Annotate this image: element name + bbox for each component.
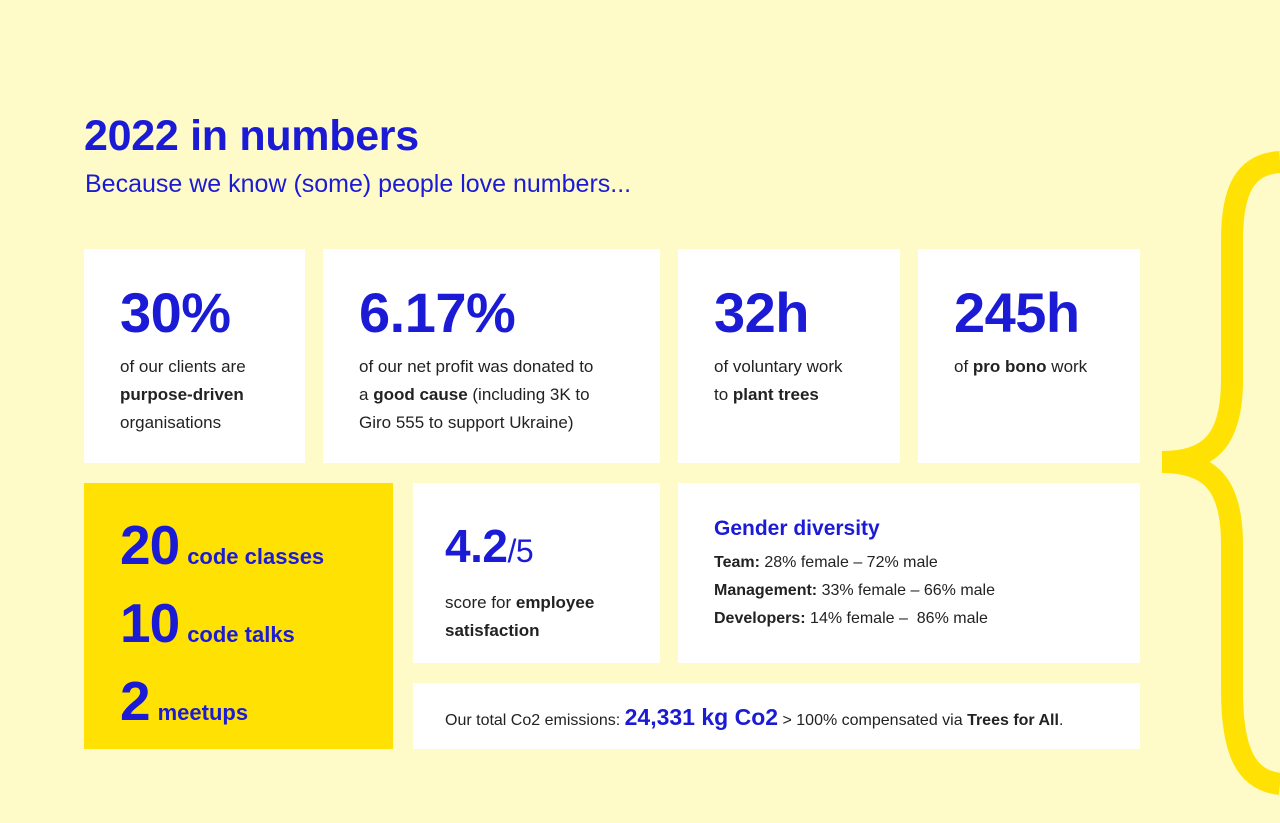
- text-line: satisfaction: [445, 617, 630, 645]
- gender-group: Management:: [714, 582, 818, 599]
- text-line: a good cause (including 3K to: [359, 381, 630, 409]
- co2-card: Our total Co2 emissions: 24,331 kg Co2 >…: [413, 683, 1140, 749]
- text-segment: .: [1058, 712, 1064, 729]
- score: 4.2: [445, 520, 508, 572]
- gender-split: 14% female – 86% male: [805, 610, 988, 627]
- text-segment: of voluntary work: [714, 357, 843, 376]
- emphasis-text: Trees for All: [967, 712, 1059, 729]
- text-segment: to: [714, 385, 733, 404]
- gender-row: Developers: 14% female – 86% male: [714, 605, 1110, 633]
- stat-figure: 4.2/5: [445, 523, 630, 569]
- text-line: purpose-driven: [120, 381, 275, 409]
- satisfaction-card: 4.2/5 score for employee satisfaction: [413, 483, 660, 663]
- stat-text: of pro bono work: [954, 353, 1110, 381]
- text-segment: a: [359, 385, 374, 404]
- text-line: Our total Co2 emissions: 24,331 kg Co2 >…: [445, 703, 1140, 735]
- co2-text: Our total Co2 emissions: 24,331 kg Co2 >…: [445, 703, 1140, 735]
- stat-figure: 6.17%: [359, 281, 516, 344]
- gender-split: 28% female – 72% male: [759, 554, 938, 571]
- text-line: of pro bono work: [954, 353, 1110, 381]
- stat-text: of voluntary work to plant trees: [714, 353, 870, 409]
- event-number: 2: [120, 670, 151, 732]
- gender-rows: Team: 28% female – 72% male Management: 3…: [714, 549, 1110, 633]
- stat-text: score for employee satisfaction: [445, 589, 630, 645]
- text-line: score for employee: [445, 589, 630, 617]
- text-line: organisations: [120, 409, 275, 437]
- gender-heading: Gender diversity: [714, 517, 880, 540]
- stat-text: of our clients are purpose-driven organisa…: [120, 353, 275, 437]
- emphasis-text: satisfaction: [445, 621, 540, 640]
- brace-decoration: [1161, 151, 1280, 795]
- emphasis-text: employee: [515, 593, 595, 612]
- stat-figure: 245h: [954, 281, 1080, 344]
- gender-group: Developers:: [714, 610, 806, 627]
- text-segment: score for: [445, 593, 516, 612]
- event-row: 20 code classes: [120, 513, 393, 591]
- emphasis-text: purpose-driven: [120, 385, 244, 404]
- stat-figure: 30%: [120, 281, 231, 344]
- events-card: 20 code classes 10 code talks 2 meetups: [84, 483, 393, 749]
- event-number: 10: [120, 592, 180, 654]
- event-row: 2 meetups: [120, 669, 393, 747]
- text-segment: of our clients are: [120, 357, 246, 376]
- text-segment: work: [1046, 357, 1088, 376]
- text-segment: (including 3K to: [467, 385, 590, 404]
- emphasis-text: plant trees: [732, 385, 819, 404]
- text-segment: organisations: [120, 413, 222, 432]
- gender-row: Team: 28% female – 72% male: [714, 549, 1110, 577]
- event-label: code classes: [187, 544, 325, 569]
- event-row: 10 code talks: [120, 591, 393, 669]
- gender-group: Team:: [714, 554, 760, 571]
- stat-card: 6.17% of our net profit was donated to a …: [323, 249, 660, 463]
- text-segment: Our total Co2 emissions:: [445, 712, 625, 729]
- stat-card: 32h of voluntary work to plant trees: [678, 249, 900, 463]
- text-segment: of our net profit was donated to: [359, 357, 594, 376]
- event-label: meetups: [157, 700, 249, 725]
- gender-split: 33% female – 66% male: [817, 582, 995, 599]
- score-scale: /5: [507, 533, 534, 569]
- text-segment: > 100% compensated via: [778, 712, 968, 729]
- stat-card: 245h of pro bono work: [918, 249, 1140, 463]
- event-label: code talks: [187, 622, 295, 647]
- text-line: of our net profit was donated to: [359, 353, 630, 381]
- stat-figure: 32h: [714, 281, 810, 344]
- gender-row: Management: 33% female – 66% male: [714, 577, 1110, 605]
- gender-card: Gender diversity Team: 28% female – 72% …: [678, 483, 1140, 663]
- subtitle: Because we know (some) people love numbe…: [85, 170, 632, 198]
- emphasis-text: good cause: [373, 385, 468, 404]
- text-segment: of: [954, 357, 973, 376]
- stat-card: 30% of our clients are purpose-driven orga…: [84, 249, 305, 463]
- text-line: of our clients are: [120, 353, 275, 381]
- text-line: of voluntary work: [714, 353, 870, 381]
- text-line: to plant trees: [714, 381, 870, 409]
- stat-text: of our net profit was donated to a good c…: [359, 353, 630, 437]
- text-line: Giro 555 to support Ukraine): [359, 409, 630, 437]
- event-number: 20: [120, 514, 180, 576]
- emphasis-text: pro bono: [972, 357, 1047, 376]
- emphasis-text: 24,331 kg Co2: [624, 704, 779, 730]
- brace: [1161, 151, 1280, 795]
- text-segment: Giro 555 to support Ukraine): [359, 413, 574, 432]
- title: 2022 in numbers: [84, 112, 419, 160]
